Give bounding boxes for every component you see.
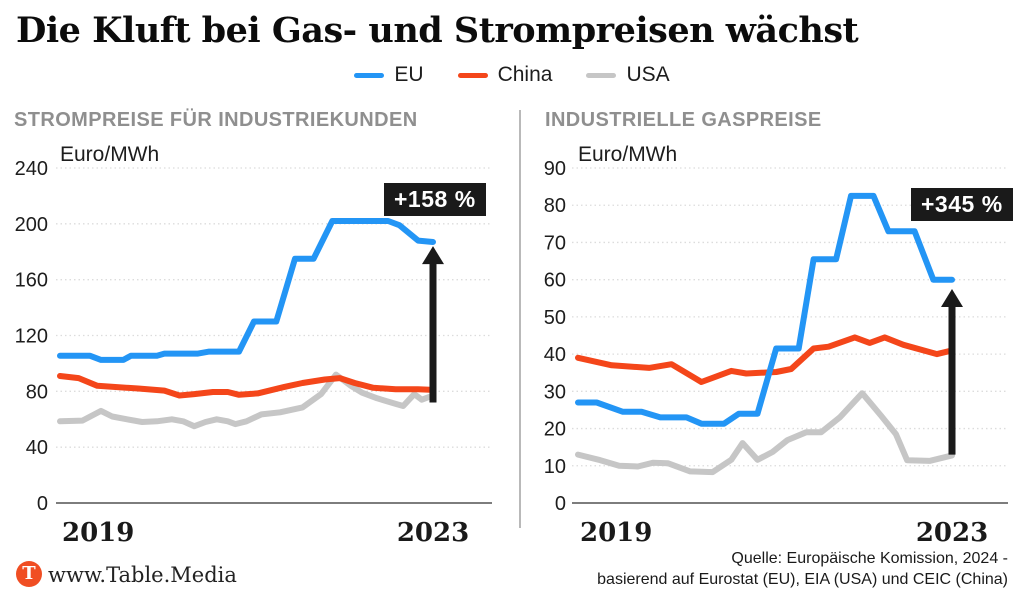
y-tick-label: 30 [544,381,566,403]
y-tick-label: 80 [544,195,566,217]
electricity-increase-badge: +158 % [384,183,486,216]
legend-item-eu: EU [354,63,424,87]
usa-line [57,371,436,430]
source-line2: basierend auf Eurostat (EU), EIA (USA) u… [597,571,1008,588]
page-title: Die Kluft bei Gas- und Strompreisen wäch… [16,10,859,51]
y-tick-label: 40 [544,344,566,366]
electricity-price-chart: 0 40 80 120 160 200 240 Euro/MWh 2019 2023 [15,143,492,548]
china-line [575,334,955,385]
source-text: Quelle: Europäische Komission, 2024 - ba… [597,548,1008,590]
y-tick-label: 240 [15,158,48,180]
x-axis-end-label: 2023 [916,518,988,548]
eu-color-swatch-icon [354,72,385,78]
y-axis-unit-label: Euro/MWh [60,143,159,166]
legend: EU China USA [0,63,1024,87]
y-axis-unit-label: Euro/MWh [578,143,677,166]
eu-line [57,218,436,363]
table-media-logo: T [16,561,42,587]
y-tick-label: 40 [26,437,48,459]
y-tick-label: 90 [544,158,566,180]
y-tick-label: 70 [544,232,566,254]
y-tick-label: 80 [26,381,48,403]
china-color-swatch-icon [457,72,488,78]
gap-arrow-head-icon [941,288,963,307]
y-tick-label: 120 [15,326,48,348]
legend-label-usa: USA [626,63,670,86]
y-tick-label: 50 [544,307,566,329]
site-url: www.Table.Media [48,563,237,587]
legend-label-eu: EU [394,63,424,86]
panel-divider [519,110,521,528]
electricity-chart-title: STROMPREISE FÜR INDUSTRIEKUNDEN [14,109,418,131]
x-axis-start-label: 2019 [62,518,134,548]
legend-item-china: China [457,63,553,87]
y-tick-label: 0 [555,493,566,515]
gas-price-chart: 0 10 20 30 40 50 60 70 80 90 Euro/MWh 2019 2023 [544,143,1008,548]
gas-increase-badge: +345 % [911,188,1013,221]
y-tick-label: 200 [15,214,48,236]
gap-arrow-head-icon [422,246,444,265]
usa-color-swatch-icon [586,72,617,78]
usa-line [575,390,955,476]
legend-item-usa: USA [586,63,670,87]
y-tick-label: 10 [544,456,566,478]
y-tick-label: 0 [37,493,48,515]
x-axis-end-label: 2023 [397,518,469,548]
y-tick-label: 160 [15,270,48,292]
y-tick-label: 20 [544,419,566,441]
legend-label-china: China [497,63,553,86]
y-tick-label: 60 [544,270,566,292]
eu-line [575,192,955,427]
gas-chart-title: INDUSTRIELLE GASPREISE [545,109,822,131]
x-axis-start-label: 2019 [580,518,652,548]
source-line1: Quelle: Europäische Komission, 2024 - [731,550,1008,567]
china-line [57,373,436,399]
